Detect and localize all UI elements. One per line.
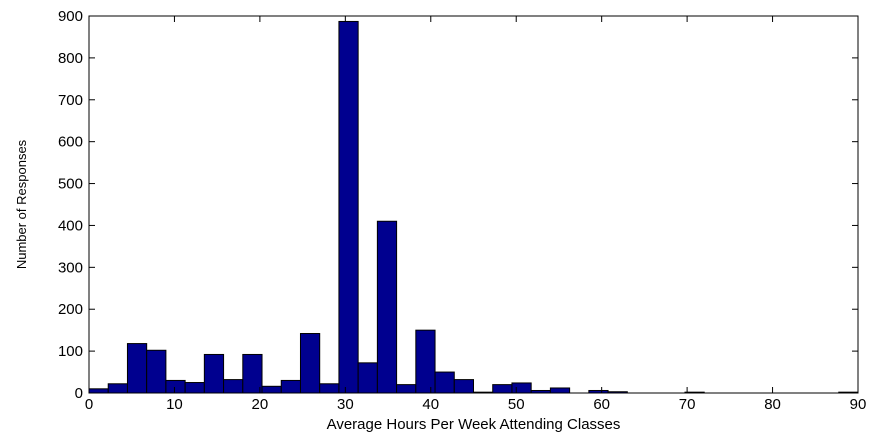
histogram-bar: [107, 383, 128, 394]
histogram-bar: [280, 379, 301, 394]
axes-box: [88, 15, 859, 394]
x-tick-label: 60: [593, 396, 610, 413]
y-tick-label: 400: [58, 217, 83, 234]
y-tick-label: 900: [58, 8, 83, 25]
y-tick-label: 500: [58, 176, 83, 193]
histogram-bar: [549, 387, 571, 394]
histogram-bar: [511, 382, 532, 394]
y-tick-label: 300: [58, 259, 83, 276]
x-tick-label: 80: [764, 396, 781, 413]
histogram-bar: [299, 333, 321, 394]
histogram-bar: [126, 343, 148, 394]
x-axis-label: Average Hours Per Week Attending Classes: [327, 416, 621, 433]
histogram-bar: [453, 379, 474, 394]
histogram-bar: [357, 362, 378, 394]
histogram-bar: [376, 220, 398, 394]
histogram-bar: [396, 384, 417, 394]
y-tick-label: 700: [58, 92, 83, 109]
histogram-bar: [165, 379, 186, 394]
y-tick-label: 800: [58, 50, 83, 67]
x-tick-label: 30: [337, 396, 354, 413]
x-tick-label: 0: [85, 396, 93, 413]
histogram-bar: [338, 20, 359, 394]
histogram-bar: [492, 384, 513, 394]
histogram-bar: [184, 382, 205, 394]
y-tick-label: 600: [58, 134, 83, 151]
x-tick-label: 10: [166, 396, 183, 413]
histogram-bar: [319, 383, 340, 394]
y-tick-label: 100: [58, 343, 83, 360]
y-axis-label: Number of Responses: [14, 139, 29, 269]
x-tick-label: 90: [850, 396, 867, 413]
histogram-bar: [434, 371, 455, 394]
bars-group: [88, 20, 859, 394]
histogram-bar: [88, 388, 109, 394]
histogram-bar: [223, 379, 244, 394]
histogram-bar: [203, 353, 225, 394]
x-tick-label: 50: [508, 396, 525, 413]
ticks-group: [88, 15, 859, 394]
x-tick-label: 70: [679, 396, 696, 413]
x-tick-label: 40: [422, 396, 439, 413]
y-tick-label: 0: [75, 385, 83, 402]
histogram-bar: [415, 329, 436, 394]
tick-labels-group: 0 10 20 30 40 50 60 70 80 90010020030040050060070…: [58, 8, 866, 413]
histogram-bar: [146, 349, 167, 394]
histogram-bar: [242, 353, 263, 394]
y-tick-label: 200: [58, 301, 83, 318]
histogram-bar: [261, 385, 282, 394]
x-tick-label: 20: [252, 396, 269, 413]
